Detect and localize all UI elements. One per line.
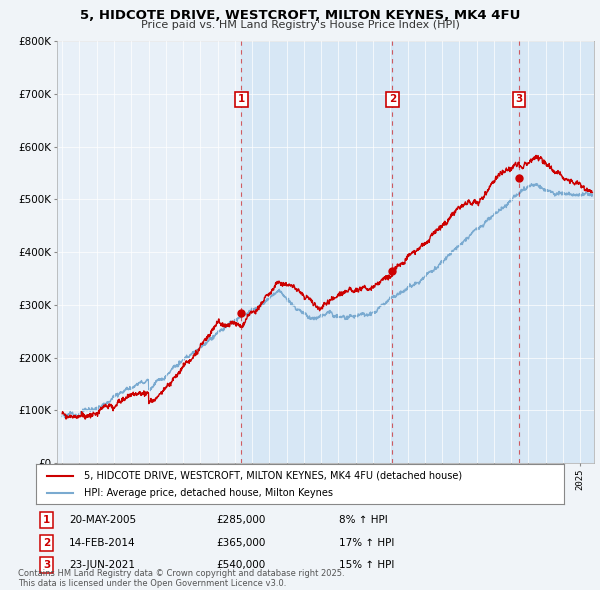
Text: 23-JUN-2021: 23-JUN-2021 [69,560,135,570]
Text: 2: 2 [43,538,50,548]
Text: 3: 3 [515,94,523,104]
Text: 17% ↑ HPI: 17% ↑ HPI [339,538,394,548]
Bar [241,41,392,463]
Text: Price paid vs. HM Land Registry's House Price Index (HPI): Price paid vs. HM Land Registry's House … [140,20,460,30]
Text: HPI: Average price, detached house, Milton Keynes: HPI: Average price, detached house, Milt… [83,488,332,498]
Text: Contains HM Land Registry data © Crown copyright and database right 2025.
This d: Contains HM Land Registry data © Crown c… [18,569,344,588]
Text: 8% ↑ HPI: 8% ↑ HPI [339,516,388,525]
Text: 1: 1 [238,94,245,104]
Text: 1: 1 [43,516,50,525]
Text: £540,000: £540,000 [216,560,265,570]
Bar [392,41,519,463]
Text: 15% ↑ HPI: 15% ↑ HPI [339,560,394,570]
Text: £285,000: £285,000 [216,516,265,525]
Text: 2: 2 [389,94,396,104]
Text: 5, HIDCOTE DRIVE, WESTCROFT, MILTON KEYNES, MK4 4FU (detached house): 5, HIDCOTE DRIVE, WESTCROFT, MILTON KEYN… [83,471,461,481]
Text: 5, HIDCOTE DRIVE, WESTCROFT, MILTON KEYNES, MK4 4FU: 5, HIDCOTE DRIVE, WESTCROFT, MILTON KEYN… [80,9,520,22]
Bar [519,41,594,463]
Text: 3: 3 [43,560,50,570]
Text: 14-FEB-2014: 14-FEB-2014 [69,538,136,548]
Text: £365,000: £365,000 [216,538,265,548]
Text: 20-MAY-2005: 20-MAY-2005 [69,516,136,525]
